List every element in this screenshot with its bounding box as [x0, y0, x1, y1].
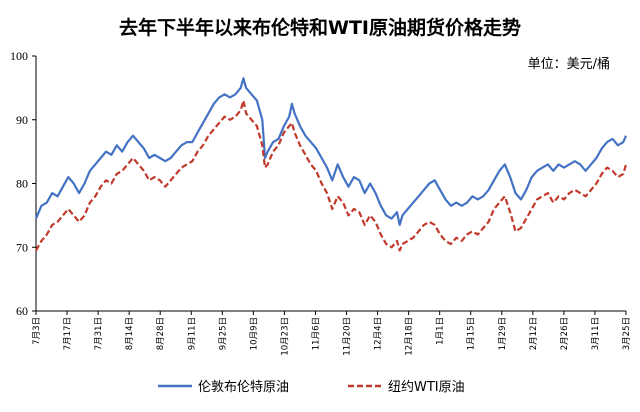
y-tick-label: 70 — [16, 240, 28, 254]
x-tick-label: 3月11日 — [591, 317, 601, 350]
x-tick-label: 12月4日 — [374, 317, 384, 350]
series-lines — [34, 77, 628, 252]
axes — [35, 56, 626, 312]
x-tick-label: 9月11日 — [187, 317, 197, 350]
x-tick-label: 7月17日 — [63, 317, 73, 350]
x-tick-label: 7月31日 — [94, 317, 104, 350]
x-tick-label: 12月18日 — [405, 317, 415, 356]
x-tick-label: 8月28日 — [156, 317, 166, 350]
x-axis-ticks: 7月3日 7月17日 7月31日 8月14日 8月28日 9月11日 9月25日 10月9日 1… — [32, 311, 632, 356]
x-tick-label: 2月26日 — [560, 317, 570, 350]
x-tick-label: 8月14日 — [125, 317, 135, 350]
unit-label: 单位：美元/桶 — [528, 57, 610, 72]
brent-series-line — [34, 77, 628, 226]
y-tick-label: 80 — [16, 177, 28, 191]
x-tick-label: 10月23日 — [280, 317, 290, 356]
x-tick-label: 11月20日 — [343, 317, 353, 356]
x-tick-label: 11月6日 — [311, 317, 321, 350]
legend-label: 纽约WTI原油 — [388, 380, 465, 395]
x-tick-label: 2月12日 — [529, 317, 539, 350]
chart-title: 去年下半年以来布伦特和WTI原油期货价格走势 — [119, 16, 521, 39]
x-tick-label: 1月1日 — [436, 317, 446, 345]
y-tick-label: 60 — [16, 304, 28, 318]
y-tick-label: 100 — [10, 49, 28, 63]
legend-item-brent: 伦敦布伦特原油 — [158, 379, 289, 395]
x-tick-label: 1月29日 — [498, 317, 508, 350]
x-tick-label: 7月3日 — [32, 317, 42, 345]
x-tick-label: 9月25日 — [218, 317, 228, 350]
y-tick-label: 90 — [16, 113, 28, 127]
legend-item-wti: 纽约WTI原油 — [348, 380, 465, 395]
x-tick-label: 1月15日 — [467, 317, 477, 350]
x-tick-label: 10月9日 — [249, 317, 259, 350]
y-axis-ticks: 60 70 80 90 100 — [10, 49, 36, 318]
x-tick-label: 3月25日 — [622, 317, 632, 350]
wti-series-line — [35, 99, 628, 252]
legend-label: 伦敦布伦特原油 — [198, 379, 289, 395]
legend: 伦敦布伦特原油 纽约WTI原油 — [158, 379, 465, 395]
